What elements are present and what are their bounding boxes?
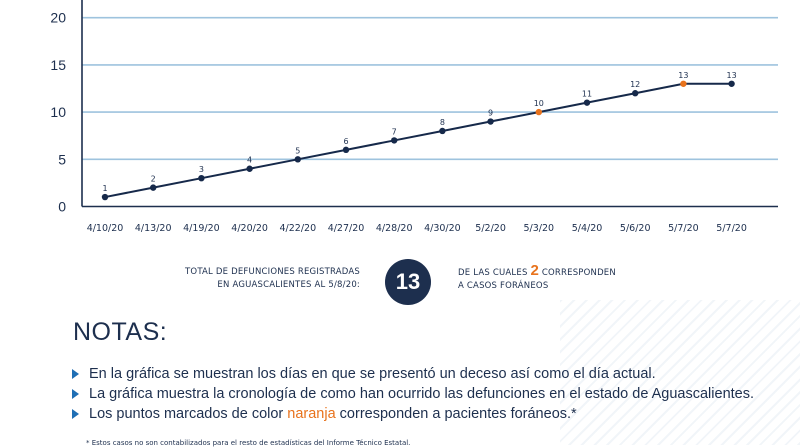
foreign-cases-line2: A CASOS FORÁNEOS — [458, 281, 549, 291]
notes-title: NOTAS: — [73, 318, 168, 346]
note-text-1: En la gráfica se muestran los días en qu… — [89, 366, 656, 382]
foreign-cases-label: DE LAS CUALES 2 CORRESPONDEN A CASOS FOR… — [458, 263, 658, 293]
data-point — [583, 99, 591, 106]
x-tick-label: 4/22/20 — [279, 223, 316, 234]
footnote: * Estos casos no son contabilizados para… — [86, 439, 411, 447]
data-label: 2 — [151, 175, 156, 184]
data-label: 3 — [199, 165, 204, 174]
note-text-3-post: corresponden a pacientes foráneos.* — [335, 406, 577, 422]
data-label: 12 — [630, 80, 640, 89]
data-point — [439, 127, 446, 135]
total-deaths-label-line2: EN AGUASCALIENTES AL 5/8/20: — [217, 280, 360, 290]
y-tick-label: 5 — [58, 151, 66, 167]
data-point-foreign — [535, 108, 542, 116]
x-tick-label: 4/13/20 — [135, 223, 172, 234]
foreign-cases-count: 2 — [530, 262, 539, 279]
x-tick-label: 4/27/20 — [328, 223, 365, 234]
note-text-3-pre: Los puntos marcados de color — [89, 406, 288, 422]
y-tick-label: 20 — [50, 10, 66, 26]
data-label: 7 — [392, 127, 397, 136]
data-label: 13 — [678, 71, 688, 80]
total-deaths-value: 13 — [395, 269, 421, 294]
note-item-1: En la gráfica se muestran los días en qu… — [72, 364, 772, 384]
series-line — [104, 82, 732, 199]
foreign-cases-line1: DE LAS CUALES 2 CORRESPONDEN — [458, 263, 658, 280]
x-tick-label: 4/10/20 — [87, 223, 124, 234]
bullet-arrow-icon — [72, 409, 79, 419]
x-tick-label: 5/3/20 — [524, 223, 555, 234]
y-tick-label: 0 — [58, 199, 66, 215]
data-point — [342, 146, 350, 154]
data-point — [632, 90, 639, 97]
foreign-cases-post: CORRESPONDEN — [538, 268, 616, 278]
note-item-2: La gráfica muestra la cronología de como… — [72, 384, 772, 404]
x-tick-label: 4/28/20 — [376, 223, 413, 234]
total-deaths-label: TOTAL DE DEFUNCIONES REGISTRADAS EN AGUA… — [160, 266, 360, 292]
data-label: 9 — [488, 109, 493, 118]
x-tick-label: 5/7/20 — [716, 223, 747, 234]
data-point — [487, 118, 494, 125]
data-label: 11 — [582, 90, 592, 99]
data-point — [246, 165, 253, 172]
notes-list: En la gráfica se muestran los días en qu… — [72, 364, 772, 424]
x-tick-label: 5/4/20 — [572, 223, 603, 234]
data-label: 5 — [295, 146, 300, 155]
data-label: 6 — [343, 137, 348, 146]
note-text-3-highlight: naranja — [287, 406, 336, 422]
data-point — [728, 80, 735, 87]
x-tick-label: 5/7/20 — [668, 223, 699, 234]
x-tick-label: 4/19/20 — [183, 223, 220, 234]
foreign-cases-pre: DE LAS CUALES — [458, 268, 531, 278]
y-tick-label: 10 — [50, 104, 66, 120]
data-label: 4 — [247, 156, 252, 165]
bullet-arrow-icon — [72, 369, 79, 379]
axes — [81, 0, 778, 208]
data-point — [198, 174, 205, 182]
note-item-3: Los puntos marcados de color naranja cor… — [72, 404, 772, 424]
bullet-arrow-icon — [72, 389, 79, 399]
data-points — [101, 80, 735, 201]
data-label: 10 — [534, 99, 544, 108]
data-label: 1 — [102, 184, 107, 193]
data-label: 8 — [440, 118, 445, 127]
data-point — [294, 156, 301, 163]
data-point — [391, 137, 398, 144]
grid-lines — [82, 16, 778, 161]
note-text-2: La gráfica muestra la cronología de como… — [89, 386, 755, 402]
total-deaths-badge: 13 — [385, 259, 431, 305]
data-label: 13 — [727, 71, 737, 80]
data-point-foreign — [680, 80, 687, 87]
x-tick-label: 4/20/20 — [231, 223, 268, 234]
data-point — [101, 193, 109, 201]
total-deaths-label-line1: TOTAL DE DEFUNCIONES REGISTRADAS — [185, 267, 360, 277]
data-point — [150, 184, 157, 191]
y-tick-labels: 0 5 10 15 20 — [50, 10, 66, 215]
x-tick-label: 5/6/20 — [620, 223, 651, 234]
x-tick-label: 4/30/20 — [424, 223, 461, 234]
note-text-3: Los puntos marcados de color naranja cor… — [89, 406, 577, 422]
y-tick-label: 15 — [50, 57, 66, 73]
x-tick-label: 5/2/20 — [475, 223, 506, 234]
x-tick-labels: 4/10/20 4/13/20 4/19/20 4/20/20 4/22/20 4/27/… — [87, 223, 747, 234]
